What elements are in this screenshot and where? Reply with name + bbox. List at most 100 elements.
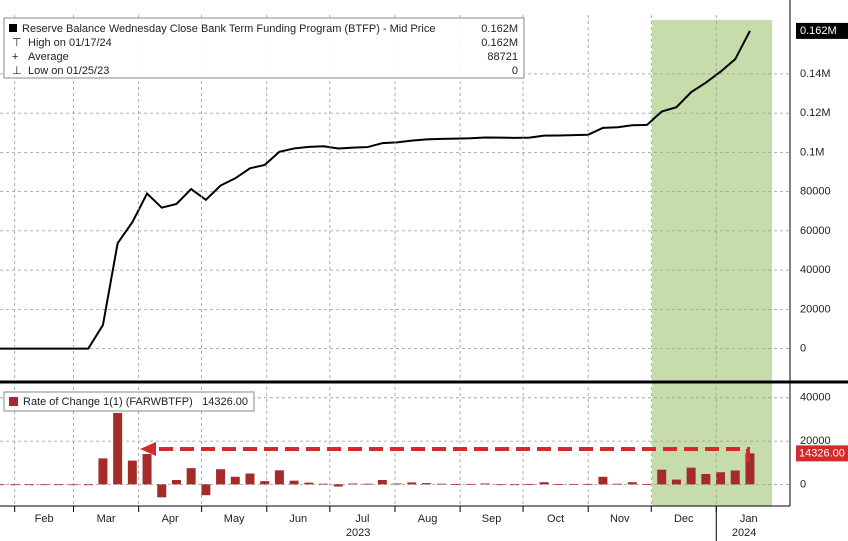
x-tick-label: Jun [289,513,307,525]
bar [142,454,152,485]
x-tick-label: Jan [740,513,758,525]
bar [716,472,726,485]
y-tick-label: 20000 [800,435,831,447]
bar [157,484,167,498]
x-tick-label: Oct [547,513,564,525]
bar [451,484,461,485]
bar [171,480,181,485]
bar [495,484,505,486]
bar [554,484,564,485]
bar [201,484,211,496]
last-value-label: 14326.00 [799,447,845,459]
bar [466,483,476,485]
y-tick-label: 0.1M [800,146,824,158]
year-label: 2024 [732,527,756,539]
bar [701,473,711,485]
bar [510,484,520,486]
bar [377,480,387,485]
bar [613,483,623,485]
x-tick-label: May [224,513,245,525]
bar [24,484,34,486]
bar [407,482,417,485]
legend-value: 88721 [487,51,518,63]
legend-box [3,391,255,412]
x-tick-label: Jul [355,513,369,525]
bar [627,482,637,485]
y-tick-label: 40000 [800,392,831,404]
highlight-region [652,20,772,506]
bar [686,467,696,485]
bar [39,484,49,486]
bar [98,458,108,485]
bar [421,483,431,485]
bar [348,483,358,485]
bar [54,484,64,486]
bar [0,484,5,486]
bar [436,483,446,485]
bar [289,480,299,485]
legend-value: 0 [512,65,518,77]
y-tick-label: 0.14M [800,68,831,80]
y-tick-label: 60000 [800,225,831,237]
bar [642,483,652,485]
legend-value: 14326.00 [202,396,248,408]
bar [245,473,255,485]
last-value-badge [796,22,848,39]
y-tick-label: 0 [800,343,806,355]
x-tick-label: Nov [610,513,630,525]
x-tick-label: Sep [482,513,502,525]
x-tick-label: Mar [97,513,116,525]
last-value-label: 0.162M [800,25,837,37]
year-label: 2023 [346,527,370,539]
legend-swatch [9,24,17,32]
legend-label: Low on 01/25/23 [28,65,109,77]
legend-icon: ⊥ [12,65,22,77]
x-tick-label: Aug [418,513,438,525]
bar [539,482,549,485]
y-tick-label: 40000 [800,264,831,276]
bar [524,484,534,485]
legend-value: 0.162M [481,23,518,35]
legend-swatch [9,397,18,406]
bar [745,453,755,485]
arrow-head [140,442,156,456]
x-tick-label: Apr [162,513,179,525]
legend-value: 0.162M [481,37,518,49]
x-tick-label: Dec [674,513,694,525]
bar [392,483,402,485]
bar [113,412,123,485]
legend-label: Average [28,51,69,63]
x-tick-label: Feb [35,513,54,525]
bar [260,481,270,485]
bar [363,483,373,485]
legend-label: Rate of Change 1(1) (FARWBTFP) [23,396,193,408]
bar [230,476,240,485]
bar [319,483,329,485]
bar [304,482,314,485]
legend-box [3,17,525,79]
y-tick-label: 0 [800,478,806,490]
bar [568,483,578,485]
bar [186,468,196,485]
legend-label: Reserve Balance Wednesday Close Bank Ter… [22,23,435,35]
annotation-arrow [150,447,750,462]
legend-icon: ⊤ [12,37,22,49]
y-tick-label: 20000 [800,303,831,315]
last-value-badge [796,445,848,462]
bar [657,469,667,485]
line [0,30,751,350]
bar [274,470,284,485]
bar [333,484,343,487]
legend-icon: + [12,51,18,63]
bar [730,470,740,485]
bar [83,484,93,486]
bar [127,460,137,485]
bar [216,469,226,485]
y-tick-label: 80000 [800,186,831,198]
y-tick-label: 0.12M [800,107,831,119]
bar [598,476,608,485]
bar [480,483,490,485]
legend-label: High on 01/17/24 [28,37,112,49]
